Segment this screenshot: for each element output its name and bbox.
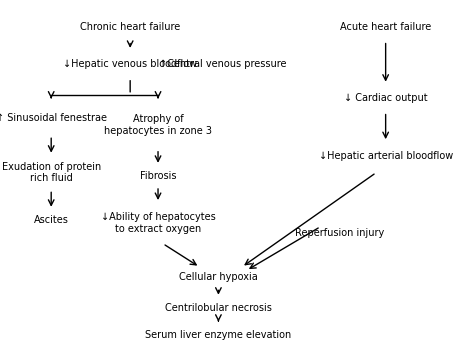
Text: Centrilobular necrosis: Centrilobular necrosis [165,303,272,313]
Text: Acute heart failure: Acute heart failure [340,22,431,32]
Text: ↓Hepatic venous bloodflow: ↓Hepatic venous bloodflow [63,59,197,69]
Text: Chronic heart failure: Chronic heart failure [80,22,180,32]
Text: Serum liver enzyme elevation: Serum liver enzyme elevation [146,330,292,340]
Text: Cellular hypoxia: Cellular hypoxia [179,272,258,282]
Text: ↑ Sinusoidal fenestrae: ↑ Sinusoidal fenestrae [0,114,107,124]
Text: ↓ Cardiac output: ↓ Cardiac output [344,93,428,103]
Text: ↑Central venous pressure: ↑Central venous pressure [159,59,287,69]
Text: ↓Hepatic arterial bloodflow: ↓Hepatic arterial bloodflow [319,151,453,160]
Text: Fibrosis: Fibrosis [140,171,176,181]
Text: Reperfusion injury: Reperfusion injury [294,228,384,238]
Text: Ascites: Ascites [34,215,69,225]
Text: Exudation of protein
rich fluid: Exudation of protein rich fluid [1,162,101,183]
Text: Atrophy of
hepatocytes in zone 3: Atrophy of hepatocytes in zone 3 [104,114,212,136]
Text: ↓Ability of hepatocytes
to extract oxygen: ↓Ability of hepatocytes to extract oxyge… [100,213,215,234]
